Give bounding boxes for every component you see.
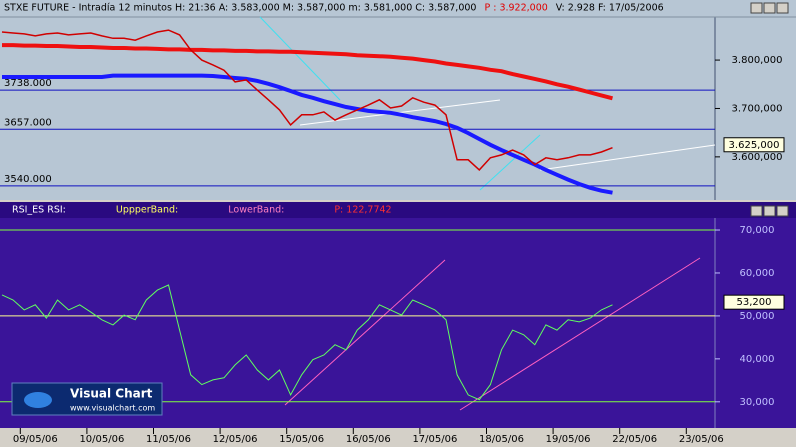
level-label: 3738.000: [4, 78, 52, 89]
x-tick-label: 18/05/06: [479, 434, 524, 445]
last-value-label: 3.625,000: [729, 140, 780, 151]
x-tick-label: 16/05/06: [346, 434, 391, 445]
y-tick-label: 70,000: [740, 225, 775, 236]
series-line: [2, 43, 614, 101]
x-tick-label: 11/05/06: [146, 434, 191, 445]
y-tick-label: 3.800,000: [732, 55, 783, 66]
level-label: 3540.000: [4, 174, 52, 185]
series-line: [1, 29, 613, 171]
series-line: [2, 73, 613, 195]
y-tick-label: 30,000: [740, 397, 775, 408]
logo-title: Visual Chart: [70, 387, 153, 401]
series-line: [1, 284, 613, 401]
x-tick-label: 23/05/06: [679, 434, 724, 445]
y-tick-label: 3.600,000: [732, 152, 783, 163]
x-tick-label: 09/05/06: [13, 434, 58, 445]
y-tick-label: 3.700,000: [732, 103, 783, 114]
x-tick-label: 10/05/06: [79, 434, 124, 445]
last-value-box: [723, 294, 785, 310]
rsi-header: [0, 202, 796, 218]
rsi-header-text: P: 122,7742: [334, 205, 391, 216]
x-tick-label: 19/05/06: [546, 434, 591, 445]
y-tick-label: 40,000: [740, 354, 775, 365]
logo: Visual Chart www.visualchart.com: [11, 382, 163, 416]
x-tick-label: 15/05/06: [279, 434, 324, 445]
x-tick-label: 12/05/06: [213, 434, 258, 445]
x-tick-label: 22/05/06: [612, 434, 657, 445]
last-value-box: [723, 137, 785, 153]
window-buttons[interactable]: [750, 2, 789, 217]
level-label: 3657.000: [4, 117, 52, 128]
y-tick-label: 50,000: [740, 311, 775, 322]
y-tick-label: 60,000: [740, 268, 775, 279]
rsi-header-text: RSI_ES RSI:: [12, 205, 66, 216]
price-panel: [0, 0, 796, 200]
header-text: V: 2.928 F: 17/05/2006: [556, 3, 664, 14]
last-value-label: 53,200: [737, 297, 772, 308]
header-text: STXE FUTURE - Intradía 12 minutos H: 21:…: [4, 3, 476, 14]
logo-url: www.visualchart.com: [70, 404, 155, 413]
rsi-header-text: UppperBand:: [116, 205, 178, 216]
header-text: P : 3.922,000: [484, 3, 547, 14]
rsi-header-text: LowerBand:: [228, 205, 284, 216]
x-tick-label: 17/05/06: [412, 434, 457, 445]
